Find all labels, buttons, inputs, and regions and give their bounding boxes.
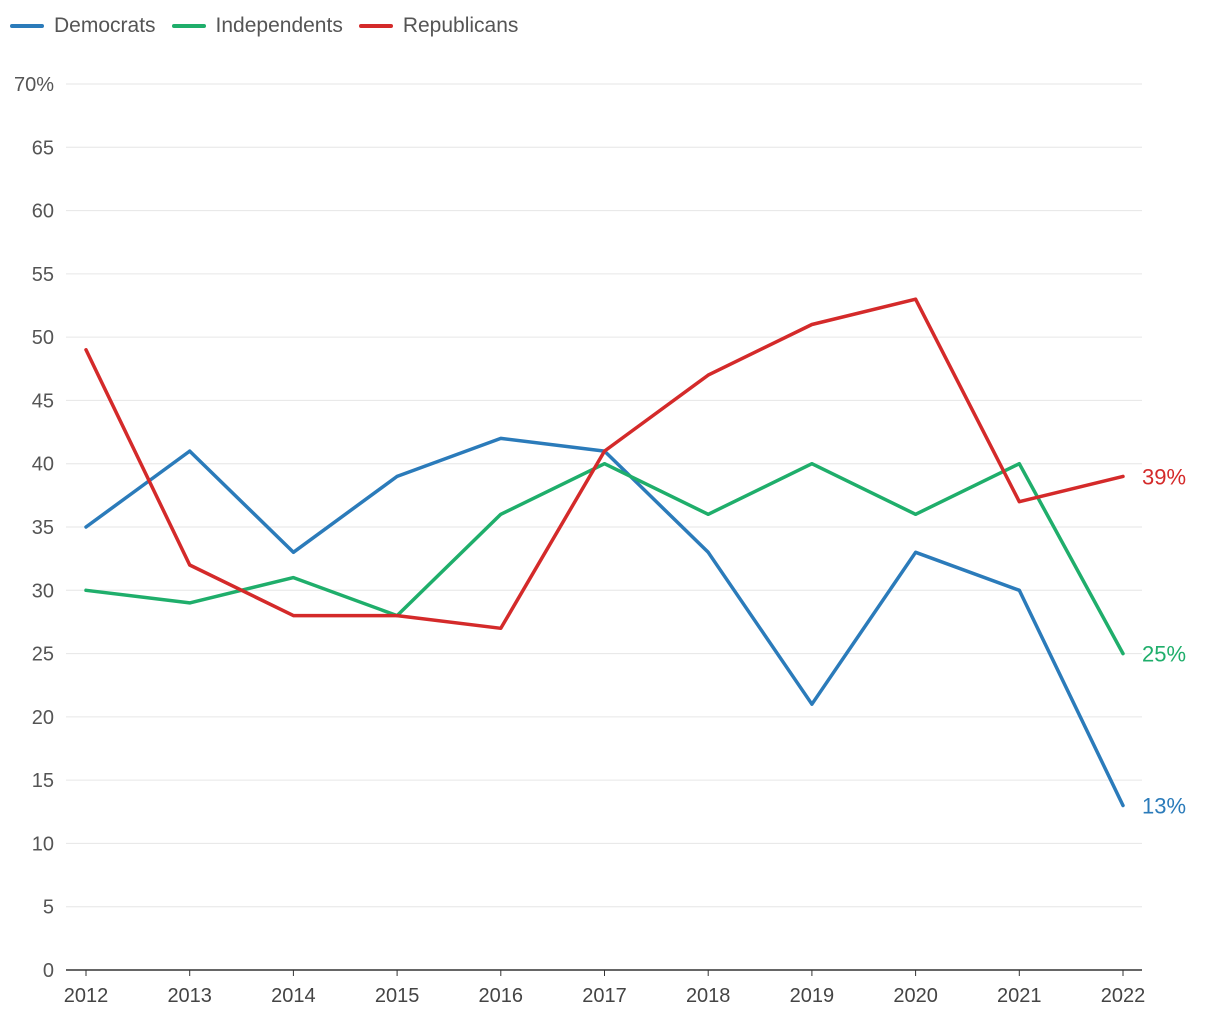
y-tick-label: 70%	[14, 74, 54, 96]
data-point-republicans	[603, 449, 606, 453]
data-point-independents	[84, 588, 88, 592]
legend-item-republicans: Republicans	[358, 14, 519, 38]
x-tick-label: 2014	[271, 985, 316, 1007]
gridlines	[66, 83, 1142, 971]
x-tick-label: 2022	[1101, 985, 1146, 1007]
data-point-republicans	[1017, 500, 1021, 504]
y-tick-label: 20	[32, 707, 54, 729]
end-label-republicans: 39%	[1142, 464, 1186, 489]
legend-label-republicans: Republicans	[402, 14, 519, 37]
data-point-democrats	[914, 550, 918, 554]
legend-swatch-democrats	[10, 24, 44, 28]
data-point-democrats	[706, 550, 710, 554]
y-tick-label: 55	[32, 264, 54, 286]
data-point-democrats	[810, 702, 814, 706]
y-tick-label: 5	[43, 897, 54, 919]
data-point-independents	[499, 512, 503, 516]
data-point-democrats	[291, 550, 295, 554]
y-tick-label: 35	[32, 517, 54, 539]
data-point-democrats	[395, 474, 399, 478]
y-tick-label: 50	[32, 327, 54, 349]
series-line-democrats	[84, 436, 1125, 808]
x-tick-label: 2018	[686, 985, 731, 1007]
data-point-independents	[706, 512, 710, 516]
y-tick-label: 10	[32, 833, 54, 855]
x-axis-ticks: 2012 2013 2014 2015 2016 2017 2018 2019 2020 2021…	[64, 970, 1146, 1007]
x-tick-label: 2015	[375, 985, 420, 1007]
legend-swatch-independents	[171, 24, 206, 28]
x-tick-label: 2016	[479, 985, 524, 1007]
data-point-republicans	[706, 373, 710, 377]
x-tick-label: 2012	[64, 985, 109, 1007]
series-line-independents	[84, 461, 1125, 656]
y-tick-label: 30	[32, 580, 54, 602]
x-tick-label: 2019	[790, 985, 835, 1007]
data-point-independents	[810, 462, 814, 466]
x-tick-label: 2017	[582, 985, 627, 1007]
y-tick-label: 0	[43, 960, 54, 982]
legend-item-independents: Independents	[171, 14, 343, 38]
y-tick-label: 25	[32, 644, 54, 666]
data-point-independents	[1017, 462, 1021, 466]
data-point-democrats	[1017, 588, 1021, 592]
data-point-republicans	[395, 614, 399, 618]
series-lines	[84, 297, 1125, 808]
y-tick-label: 40	[32, 454, 54, 476]
data-point-republicans	[291, 614, 295, 618]
legend-item-democrats: Democrats	[10, 14, 156, 38]
y-tick-label: 60	[32, 201, 54, 223]
data-point-republicans	[1121, 474, 1125, 478]
data-point-republicans	[84, 348, 88, 352]
y-axis-ticks: 0 5 10 15 20 25 30 35 40 45 50 55 60 65 70%	[14, 74, 54, 982]
data-point-independents	[188, 601, 192, 605]
data-point-independents	[914, 512, 918, 516]
y-tick-label: 65	[32, 137, 54, 159]
data-point-democrats	[84, 525, 88, 529]
legend-label-independents: Independents	[215, 14, 343, 37]
y-tick-label: 45	[32, 390, 54, 412]
data-point-republicans	[499, 626, 503, 630]
x-tick-label: 2013	[167, 985, 212, 1007]
data-point-democrats	[499, 436, 503, 440]
end-label-democrats: 13%	[1142, 793, 1186, 818]
legend: Democrats Independents Republicans	[10, 14, 518, 38]
legend-swatch-republicans	[358, 24, 393, 28]
x-tick-label: 2021	[997, 985, 1042, 1007]
legend-label-democrats: Democrats	[54, 14, 156, 37]
data-point-independents	[1121, 652, 1125, 656]
y-tick-label: 15	[32, 770, 54, 792]
end-labels: 13% 25% 39%	[1142, 464, 1186, 818]
data-point-democrats	[1121, 803, 1125, 807]
data-point-republicans	[810, 322, 814, 326]
data-point-republicans	[914, 297, 918, 301]
data-point-republicans	[188, 563, 192, 567]
data-point-democrats	[188, 449, 192, 453]
end-label-independents: 25%	[1142, 642, 1186, 667]
x-tick-label: 2020	[893, 985, 938, 1007]
data-point-independents	[291, 576, 295, 580]
data-point-independents	[603, 462, 606, 466]
